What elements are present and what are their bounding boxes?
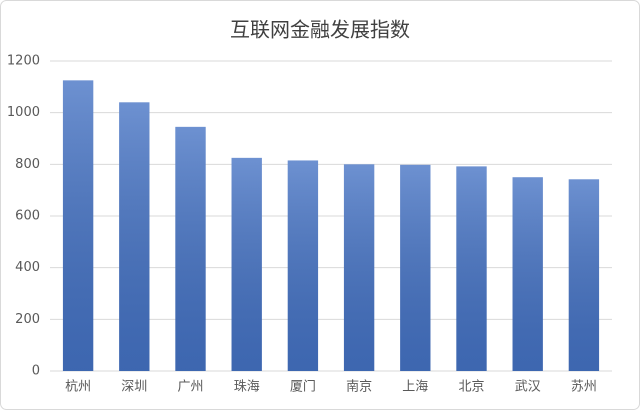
- bar-shade: [400, 164, 431, 371]
- bar-shade: [287, 160, 319, 371]
- bar-shade: [62, 80, 94, 371]
- x-tick-label: 珠海: [234, 380, 260, 395]
- y-tick-label: 1000: [7, 105, 40, 120]
- y-tick-label: 0: [32, 364, 40, 379]
- x-tick-label: 上海: [402, 380, 428, 395]
- bar-shade: [175, 126, 206, 371]
- chart-title: 互联网金融发展指数: [230, 18, 410, 42]
- bar-shade: [343, 164, 375, 371]
- y-tick-label: 400: [15, 260, 40, 275]
- bar-shade: [231, 157, 262, 371]
- x-tick-label: 苏州: [571, 379, 597, 395]
- y-tick-label: 200: [15, 312, 40, 327]
- y-tick-label: 1200: [7, 54, 40, 69]
- x-tick-label: 杭州: [65, 380, 91, 395]
- x-tick-label: 厦门: [290, 380, 316, 395]
- x-tick-label: 北京: [458, 380, 484, 395]
- bar-shade: [456, 166, 487, 371]
- x-tick-label: 武汉: [515, 380, 541, 395]
- bar-shade: [512, 177, 543, 371]
- x-tick-label: 广州: [177, 380, 203, 395]
- bar-shade: [568, 179, 600, 371]
- y-tick-label: 600: [15, 209, 40, 224]
- x-tick-label: 深圳: [121, 380, 147, 395]
- y-tick-label: 800: [15, 157, 40, 172]
- bar-shade: [119, 102, 150, 371]
- x-tick-label: 南京: [346, 379, 372, 395]
